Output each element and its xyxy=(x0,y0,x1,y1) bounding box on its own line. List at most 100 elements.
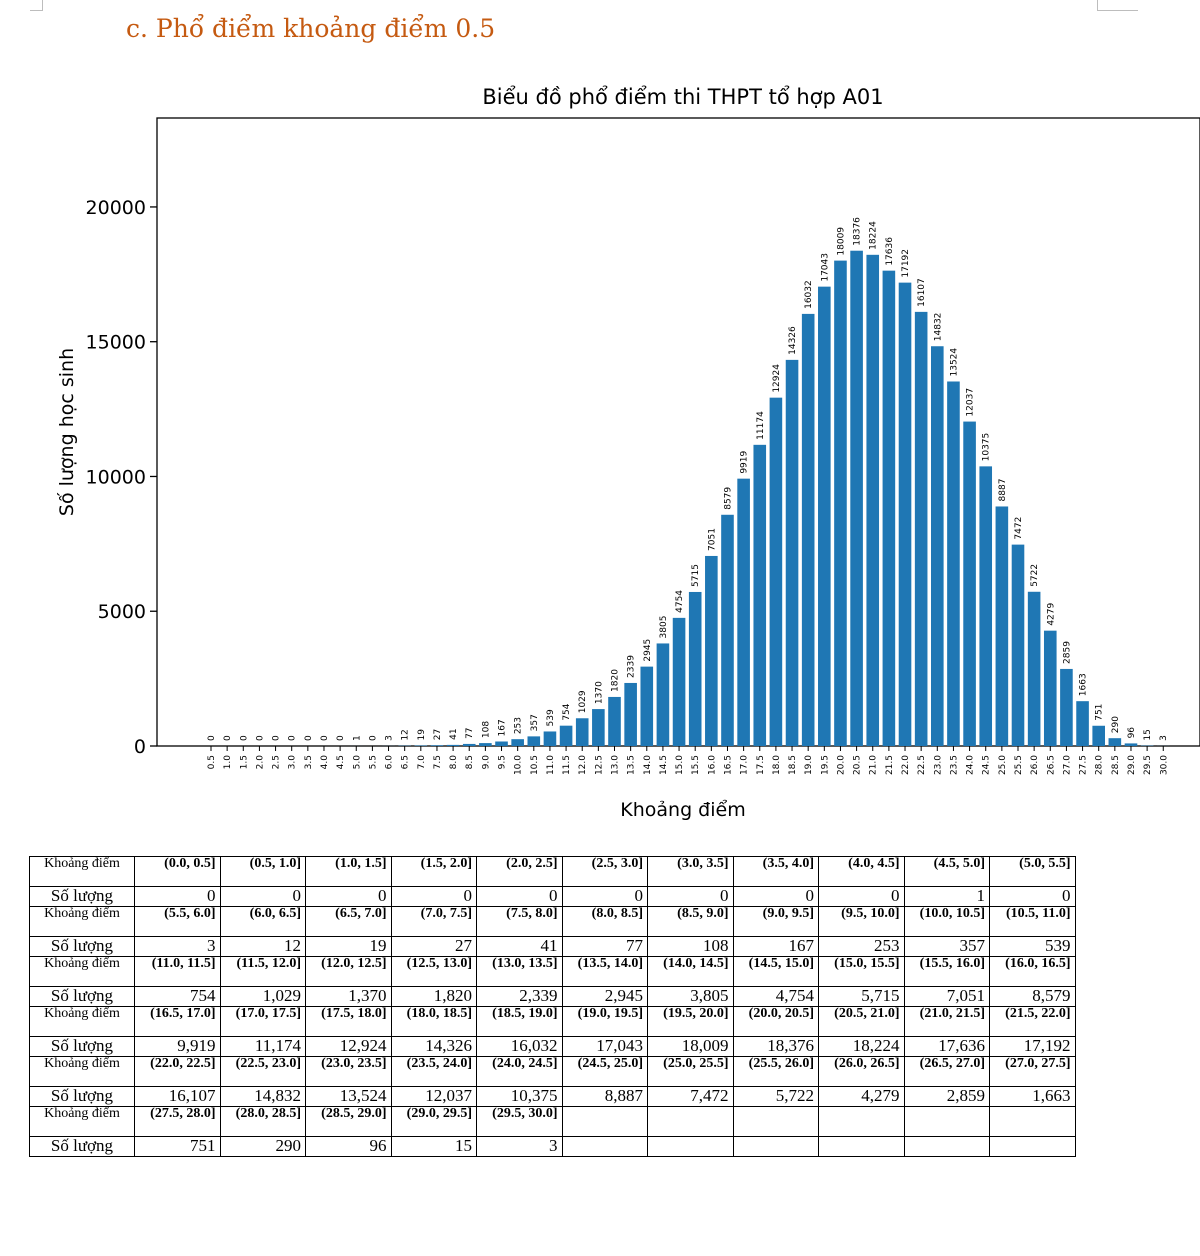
x-tick-label: 8.5 xyxy=(465,755,475,769)
range-cell: (28.5, 29.0] xyxy=(305,1106,392,1137)
bar xyxy=(414,745,428,746)
range-cell: (18.5, 19.0] xyxy=(476,1006,563,1037)
range-cell: (25.5, 26.0] xyxy=(732,1056,819,1087)
bar xyxy=(737,478,750,746)
range-cell: (26.0, 26.5] xyxy=(818,1056,905,1087)
page-corner-mark-left xyxy=(30,0,43,11)
bar xyxy=(1108,738,1122,746)
bar-value-label: 4754 xyxy=(675,590,685,613)
row-label-range: Khoảng điểm xyxy=(29,906,135,937)
count-cell xyxy=(903,1136,990,1157)
bar xyxy=(495,741,508,746)
bar xyxy=(785,359,799,746)
count-cell: 17,043 xyxy=(561,1036,648,1057)
bar-value-label: 8887 xyxy=(998,479,1008,502)
bar-value-label: 19 xyxy=(417,729,427,741)
bar-value-label: 16107 xyxy=(917,278,927,307)
range-cell: (9.0, 9.5] xyxy=(732,906,819,937)
range-cell: (17.0, 17.5] xyxy=(219,1006,306,1037)
bar-value-label: 1029 xyxy=(578,690,588,713)
bar-value-label: 2859 xyxy=(1062,641,1072,664)
x-tick-label: 5.0 xyxy=(352,755,362,770)
table-row-counts: Số lượng 751 290 96 15 3 xyxy=(29,1136,1076,1157)
x-tick-label: 14.5 xyxy=(659,755,669,775)
count-cell: 290 xyxy=(219,1136,306,1157)
x-tick-label: 1.5 xyxy=(239,755,249,769)
x-tick-label: 7.0 xyxy=(417,755,427,770)
bar xyxy=(1092,725,1105,746)
row-label-count: Số lượng xyxy=(29,1036,135,1057)
count-cell: 1 xyxy=(903,886,990,907)
bar xyxy=(511,739,524,746)
count-cell: 2,339 xyxy=(476,986,563,1007)
range-cell xyxy=(647,1106,734,1137)
x-tick-label: 10.5 xyxy=(530,755,540,775)
bar-value-label: 751 xyxy=(1095,704,1105,721)
bar-value-label: 5722 xyxy=(1030,564,1040,587)
range-cell: (15.0, 15.5] xyxy=(818,956,905,987)
range-cell xyxy=(989,1106,1076,1137)
row-label-count: Số lượng xyxy=(29,886,135,907)
bar-value-label: 253 xyxy=(514,717,524,734)
bar-value-label: 8579 xyxy=(723,487,733,510)
count-cell: 754 xyxy=(134,986,221,1007)
range-cell: (12.5, 13.0] xyxy=(390,956,477,987)
count-cell: 2,859 xyxy=(903,1086,990,1107)
row-label-count: Số lượng xyxy=(29,1136,135,1157)
bar-value-label: 17192 xyxy=(901,249,911,278)
bar xyxy=(575,718,589,746)
x-tick-label: 19.0 xyxy=(804,755,814,775)
x-tick-label: 1.0 xyxy=(223,755,233,770)
count-cell xyxy=(732,1136,819,1157)
bar-value-label: 12924 xyxy=(772,364,782,393)
x-tick-label: 15.5 xyxy=(691,755,701,775)
range-cell: (28.0, 28.5] xyxy=(219,1106,306,1137)
bar xyxy=(947,381,960,746)
x-tick-label: 9.5 xyxy=(498,755,508,769)
bar-value-label: 0 xyxy=(336,735,346,741)
range-cell xyxy=(732,1106,819,1137)
bar-value-label: 41 xyxy=(449,728,459,739)
bar xyxy=(995,506,1009,746)
bar-value-label: 18009 xyxy=(836,227,846,256)
range-cell: (29.5, 30.0] xyxy=(476,1106,563,1137)
bar-value-label: 27 xyxy=(433,729,443,740)
count-cell: 17,192 xyxy=(989,1036,1076,1057)
bar-value-label: 3 xyxy=(385,735,395,741)
count-cell: 19 xyxy=(305,936,392,957)
range-cell: (8.5, 9.0] xyxy=(647,906,734,937)
bar-value-label: 0 xyxy=(255,735,265,741)
range-cell: (25.0, 25.5] xyxy=(647,1056,734,1087)
range-cell: (16.5, 17.0] xyxy=(134,1006,221,1037)
count-cell: 8,579 xyxy=(989,986,1076,1007)
bar xyxy=(963,421,976,746)
x-tick-label: 20.0 xyxy=(836,755,846,775)
bar xyxy=(479,743,492,746)
count-cell: 18,224 xyxy=(818,1036,905,1057)
x-tick-label: 13.5 xyxy=(627,755,637,775)
count-cell: 14,832 xyxy=(219,1086,306,1107)
x-axis-label: Khoảng điểm xyxy=(620,799,745,821)
bar-value-label: 96 xyxy=(1127,727,1137,739)
row-label-range: Khoảng điểm xyxy=(29,1106,135,1137)
count-cell: 16,032 xyxy=(476,1036,563,1057)
count-cell: 4,279 xyxy=(818,1086,905,1107)
x-tick-label: 16.5 xyxy=(723,755,733,775)
range-cell: (24.0, 24.5] xyxy=(476,1056,563,1087)
x-tick-label: 17.5 xyxy=(756,755,766,775)
range-cell: (7.5, 8.0] xyxy=(476,906,563,937)
bar-value-label: 4279 xyxy=(1046,602,1056,625)
x-tick-label: 3.5 xyxy=(304,755,314,769)
bar xyxy=(721,514,734,746)
count-cell: 7,051 xyxy=(903,986,990,1007)
y-tick-label: 20000 xyxy=(86,197,146,219)
bar xyxy=(1043,630,1057,746)
x-tick-label: 9.0 xyxy=(481,755,491,770)
bar-value-label: 357 xyxy=(530,714,540,731)
count-cell: 12,037 xyxy=(390,1086,477,1107)
table-row-counts: Số lượng 3 12 19 27 41 77 108 167 253 357 539 xyxy=(29,936,1076,957)
y-tick-label: 15000 xyxy=(86,332,146,354)
count-cell: 8,887 xyxy=(561,1086,648,1107)
count-cell: 12,924 xyxy=(305,1036,392,1057)
count-cell: 11,174 xyxy=(219,1036,306,1057)
